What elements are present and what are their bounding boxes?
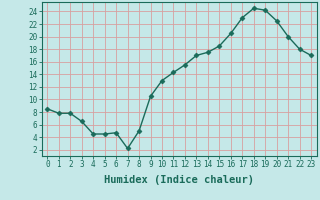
X-axis label: Humidex (Indice chaleur): Humidex (Indice chaleur) <box>104 175 254 185</box>
